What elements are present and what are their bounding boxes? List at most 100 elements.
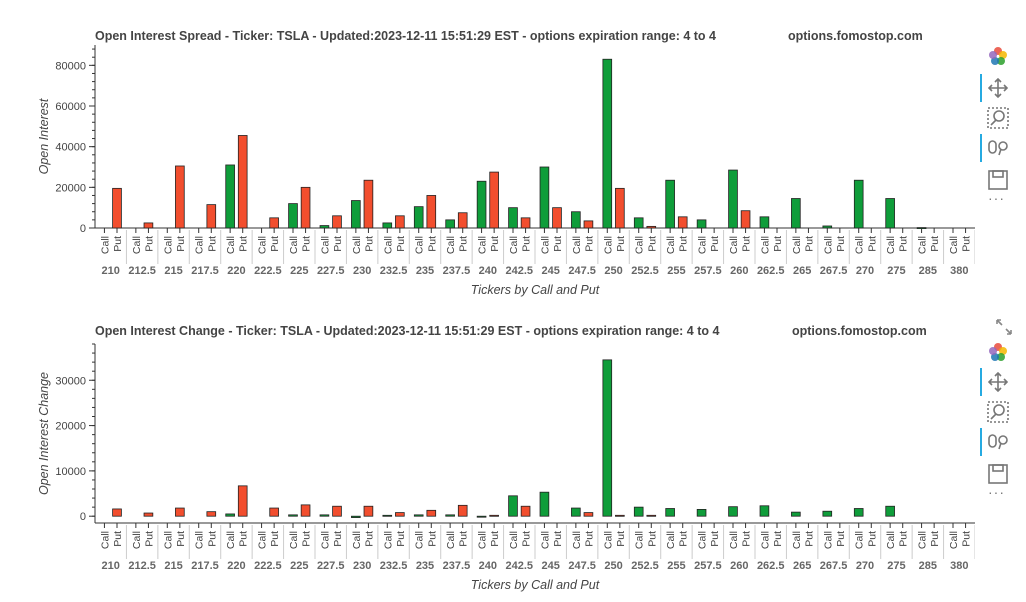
bar-call — [885, 505, 895, 517]
x-subcategory-label: Call — [162, 531, 174, 549]
x-subcategory-label: Put — [898, 531, 910, 547]
x-subcategory-label: Call — [665, 236, 677, 254]
x-subcategory-label: Put — [426, 531, 438, 547]
bar-call — [633, 217, 644, 229]
wheel-zoom-icon[interactable] — [980, 428, 1012, 456]
bar-put — [457, 504, 468, 517]
x-subcategory-label: Call — [728, 236, 740, 254]
bar-put — [175, 507, 185, 517]
open-interest-change-chart: Open Interest Change - Ticker: TSLA - Up… — [37, 324, 975, 592]
x-category-label: 255 — [667, 265, 685, 277]
more-icon[interactable]: ··· — [988, 484, 1005, 500]
pan-icon[interactable] — [980, 368, 1012, 396]
x-subcategory-label: Put — [301, 531, 313, 547]
x-subcategory-label: Put — [709, 531, 721, 547]
x-subcategory-label: Call — [508, 531, 520, 549]
x-subcategory-label: Put — [898, 236, 910, 252]
bar-call — [445, 219, 455, 229]
bar-put — [300, 504, 311, 517]
bar-put — [269, 217, 279, 229]
bar-put — [112, 187, 122, 229]
x-subcategory-label: Call — [319, 236, 331, 254]
bar-call — [508, 495, 518, 517]
more-icon[interactable]: ··· — [988, 190, 1005, 206]
x-category-label: 240 — [479, 265, 497, 277]
x-category-label: 275 — [887, 265, 905, 277]
bar-call — [853, 508, 864, 517]
x-subcategory-label: Call — [414, 531, 426, 549]
x-subcategory-label: Call — [634, 531, 646, 549]
x-category-label: 235 — [416, 560, 434, 572]
wheel-zoom-icon[interactable] — [980, 134, 1012, 162]
x-subcategory-label: Put — [458, 236, 470, 252]
x-subcategory-label: Put — [332, 531, 344, 547]
box-zoom-icon[interactable] — [984, 398, 1012, 426]
x-subcategory-label: Call — [728, 531, 740, 549]
x-subcategory-label: Put — [961, 236, 973, 252]
x-subcategory-label: Call — [854, 236, 866, 254]
x-subcategory-label: Call — [759, 531, 771, 549]
x-subcategory-label: Put — [489, 236, 501, 252]
x-category-label: 242.5 — [506, 560, 534, 572]
bar-put — [583, 220, 594, 229]
x-subcategory-label: Call — [539, 531, 551, 549]
bar-put — [646, 514, 657, 517]
x-subcategory-label: Call — [99, 236, 111, 254]
x-subcategory-label: Call — [414, 236, 426, 254]
x-category-label: 212.5 — [128, 265, 156, 277]
x-subcategory-label: Call — [602, 531, 614, 549]
y-tick-label: 0 — [80, 511, 86, 523]
x-category-label: 245 — [542, 265, 560, 277]
x-category-label: 210 — [102, 560, 120, 572]
x-category-label: 250 — [604, 560, 622, 572]
x-category-label: 285 — [919, 560, 937, 572]
x-subcategory-label: Put — [803, 236, 815, 252]
bar-call — [225, 513, 235, 517]
x-subcategory-label: Put — [489, 531, 501, 547]
x-subcategory-label: Put — [238, 236, 250, 252]
bar-call — [539, 166, 550, 229]
x-subcategory-label: Call — [194, 531, 206, 549]
x-subcategory-label: Put — [615, 236, 627, 252]
y-tick-label: 30000 — [55, 375, 86, 387]
bar-put — [332, 215, 342, 229]
x-category-label: 250 — [604, 265, 622, 277]
bar-call — [602, 58, 613, 229]
box-zoom-icon[interactable] — [984, 104, 1012, 132]
x-subcategory-label: Call — [539, 236, 551, 254]
y-tick-label: 60000 — [55, 101, 86, 113]
x-subcategory-label: Put — [709, 236, 721, 252]
bar-call — [288, 514, 298, 517]
x-subcategory-label: Call — [382, 531, 394, 549]
bar-call — [822, 510, 833, 517]
x-subcategory-label: Put — [866, 531, 878, 547]
bar-call — [759, 216, 770, 229]
x-category-label: 232.5 — [380, 265, 408, 277]
pan-icon[interactable] — [980, 74, 1012, 102]
chart-title: Open Interest Spread - Ticker: TSLA - Up… — [95, 29, 716, 43]
x-category-label: 220 — [227, 560, 245, 572]
expand-icon[interactable] — [995, 318, 1013, 336]
x-subcategory-label: Call — [854, 531, 866, 549]
bokeh-logo-icon[interactable] — [984, 338, 1012, 366]
x-subcategory-label: Call — [319, 531, 331, 549]
x-category-label: 240 — [479, 560, 497, 572]
x-subcategory-label: Put — [269, 531, 281, 547]
y-tick-label: 40000 — [55, 142, 86, 154]
save-icon[interactable] — [984, 460, 1012, 488]
bar-call — [382, 514, 393, 517]
bar-call — [916, 227, 927, 229]
x-subcategory-label: Call — [822, 531, 834, 549]
x-subcategory-label: Call — [665, 531, 677, 549]
x-subcategory-label: Call — [508, 236, 520, 254]
x-category-label: 380 — [950, 560, 968, 572]
save-icon[interactable] — [984, 166, 1012, 194]
bar-put — [552, 207, 562, 229]
bokeh-logo-icon[interactable] — [984, 42, 1012, 70]
y-tick-label: 0 — [80, 223, 86, 235]
x-subcategory-label: Call — [131, 531, 143, 549]
x-subcategory-label: Call — [791, 531, 803, 549]
x-category-label: 230 — [353, 265, 371, 277]
x-subcategory-label: Call — [194, 236, 206, 254]
x-category-label: 227.5 — [317, 560, 345, 572]
